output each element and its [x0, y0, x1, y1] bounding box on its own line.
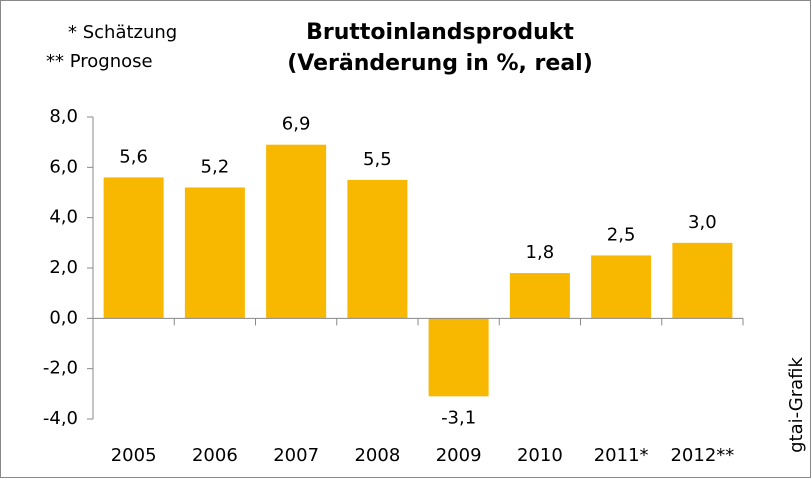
value-label: 5,6	[119, 146, 148, 167]
note: ** Prognose	[46, 51, 153, 72]
bar	[591, 255, 652, 319]
y-tick-label: 8,0	[49, 106, 78, 127]
bar	[509, 273, 570, 319]
x-tick-label: 2005	[111, 445, 157, 466]
y-tick-label: -4,0	[43, 408, 78, 429]
x-tick-label: 2009	[436, 445, 482, 466]
bar	[266, 144, 327, 319]
y-tick-label: -2,0	[43, 358, 78, 379]
x-tick-label: 2007	[273, 445, 319, 466]
x-tick-label: 2012**	[670, 445, 734, 466]
bar	[103, 177, 164, 319]
x-tick-label: 2008	[354, 445, 400, 466]
chart-subtitle: (Veränderung in %, real)	[287, 51, 593, 76]
y-tick-label: 2,0	[49, 257, 78, 278]
x-tick-label: 2011*	[594, 445, 649, 466]
value-label: -3,1	[441, 407, 476, 428]
note: * Schätzung	[68, 22, 177, 43]
y-tick-label: 4,0	[49, 207, 78, 228]
chart-title: Bruttoinlandsprodukt	[306, 20, 574, 45]
source: gtai-Grafik	[786, 357, 807, 453]
value-label: 1,8	[526, 242, 555, 263]
value-label: 5,2	[201, 156, 230, 177]
value-label: 6,9	[282, 114, 311, 135]
bar	[672, 242, 733, 319]
value-label: 2,5	[607, 224, 636, 245]
bar	[428, 318, 489, 397]
bar	[184, 187, 245, 319]
y-tick-label: 6,0	[49, 156, 78, 177]
x-tick-label: 2010	[517, 445, 563, 466]
x-tick-label: 2006	[192, 445, 238, 466]
value-label: 3,0	[688, 212, 717, 233]
y-tick-label: 0,0	[49, 307, 78, 328]
value-label: 5,5	[363, 149, 392, 170]
bar	[347, 179, 408, 319]
